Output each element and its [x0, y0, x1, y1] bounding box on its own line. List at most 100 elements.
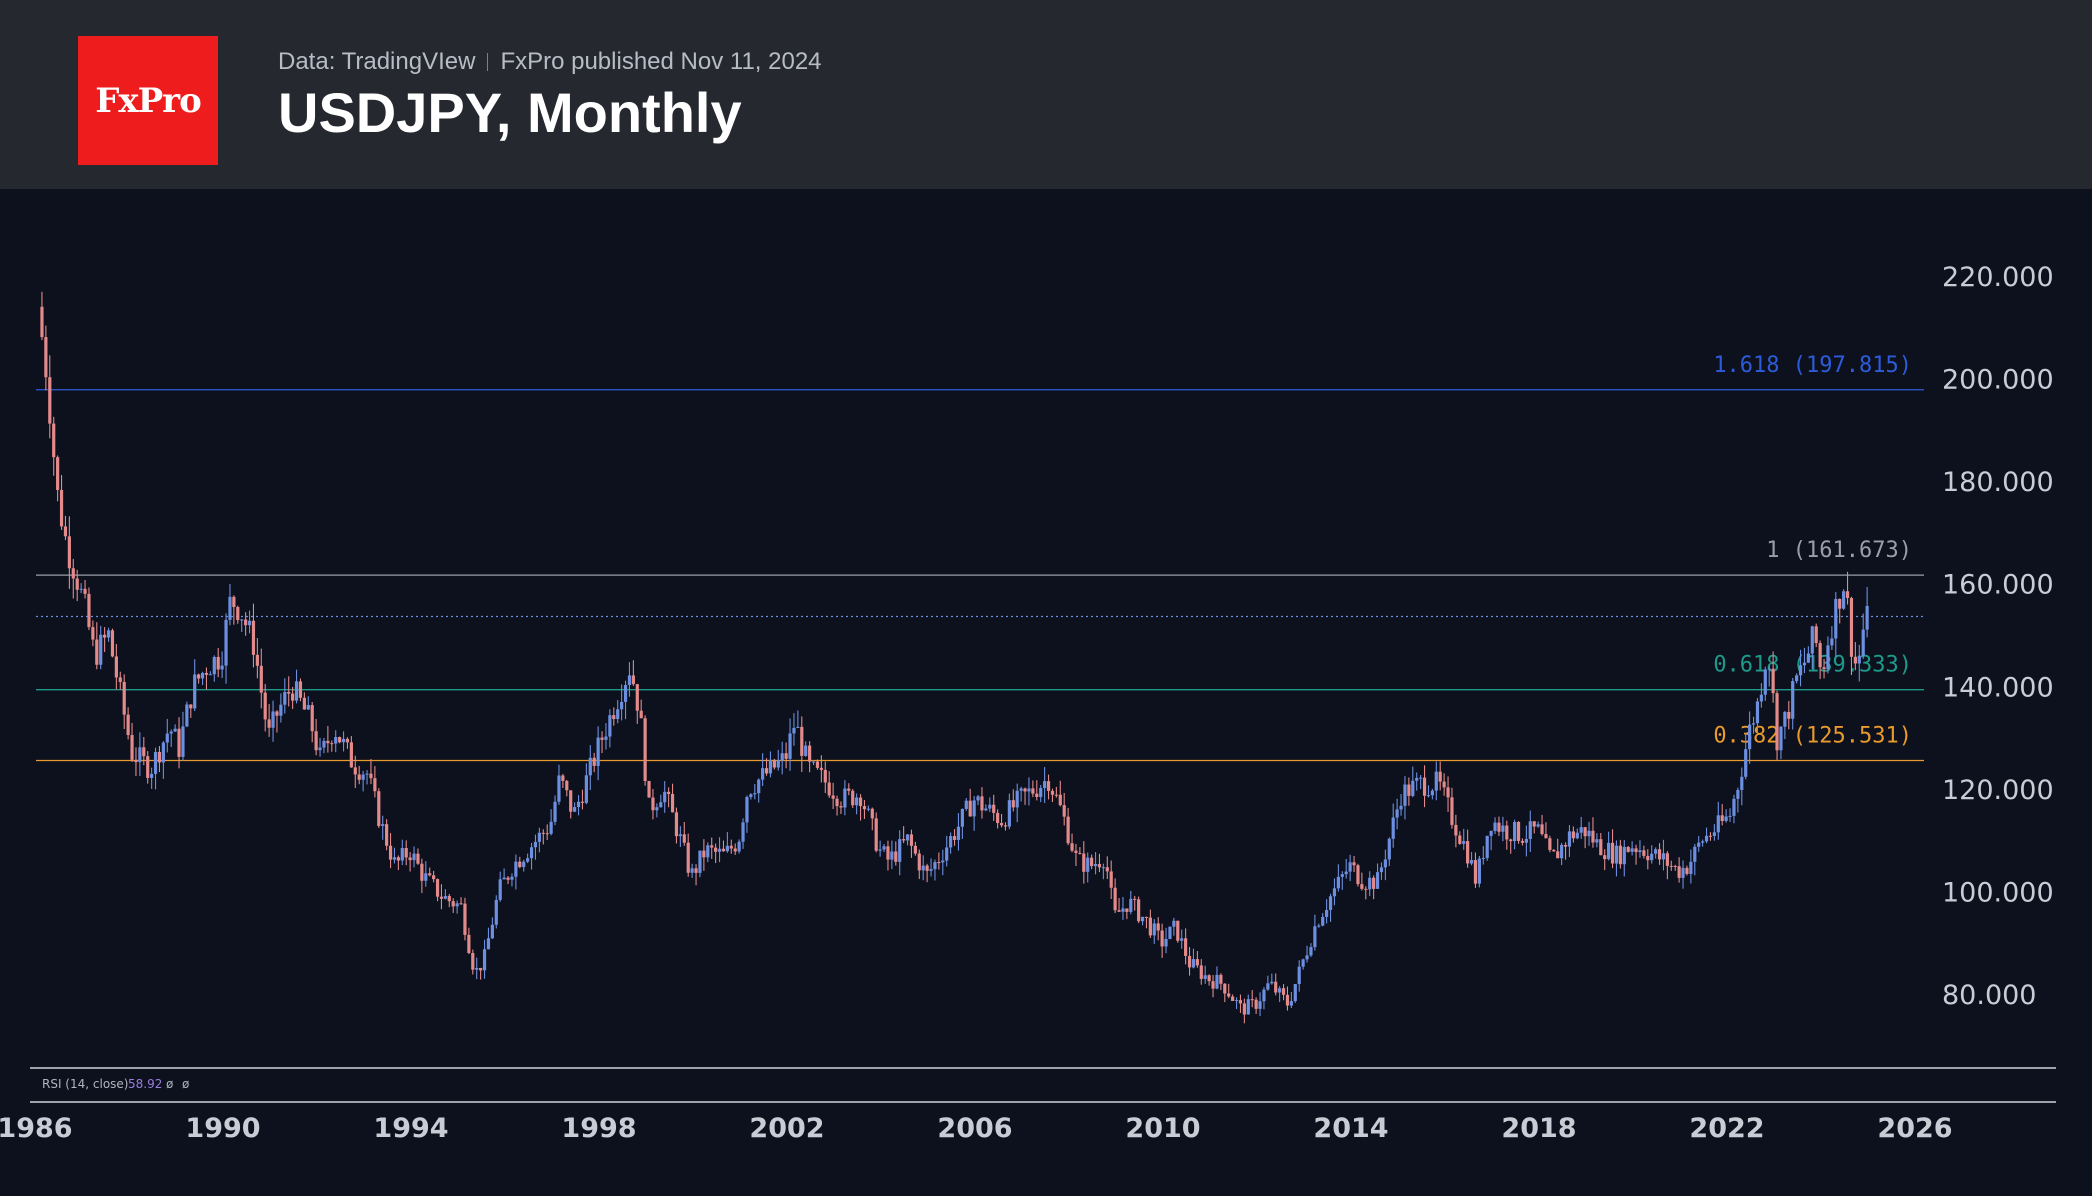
candle [283, 678, 287, 714]
candle [1642, 845, 1646, 859]
candle [976, 794, 980, 806]
candle [819, 755, 823, 783]
candle [1548, 835, 1552, 853]
candle [75, 569, 79, 602]
candle [670, 783, 675, 813]
candle [486, 927, 491, 950]
candle [682, 821, 686, 846]
candle [674, 807, 679, 844]
candle [631, 660, 635, 686]
candle [114, 644, 118, 690]
candle [776, 749, 780, 771]
candle [189, 704, 193, 718]
candle [330, 740, 334, 752]
candle [569, 790, 573, 819]
candle [1520, 838, 1525, 846]
x-axis: 1986 1990 1994 1998 2002 2006 2010 2014 2018 2022… [0, 1113, 1953, 1144]
candle [1724, 809, 1728, 823]
candle [349, 736, 353, 768]
candle [1082, 841, 1086, 884]
candle [1058, 780, 1062, 807]
candle [1763, 666, 1767, 701]
fib-label-0: 1.618 (197.815) [1713, 353, 1912, 378]
candle [1160, 923, 1164, 958]
candle [529, 842, 534, 870]
candle [1571, 826, 1575, 843]
candle [1552, 849, 1556, 852]
candle [498, 871, 502, 902]
candle [604, 723, 608, 750]
candle [1787, 700, 1791, 730]
candle [451, 898, 455, 913]
candle [1184, 928, 1188, 965]
candle [216, 648, 220, 678]
candle [1101, 863, 1105, 880]
candle [1360, 872, 1364, 891]
candle [714, 843, 718, 863]
candle [549, 809, 553, 836]
candle [721, 840, 726, 852]
candle [247, 610, 252, 634]
candle [1681, 860, 1685, 889]
candle [1125, 908, 1129, 920]
candle [361, 770, 365, 792]
candle [1426, 785, 1431, 798]
candle [396, 855, 400, 871]
candle [659, 794, 663, 808]
candle [1258, 992, 1262, 1017]
candle [964, 798, 968, 811]
candle [1795, 673, 1799, 684]
candle [890, 840, 894, 870]
candle [408, 852, 412, 872]
candle [851, 789, 855, 809]
candle [122, 674, 126, 730]
candle [1309, 943, 1313, 958]
candle [506, 876, 510, 885]
candle [1845, 571, 1850, 605]
publish-info: FxPro published Nov 11, 2024 [500, 48, 822, 75]
candle [1152, 919, 1156, 944]
candle [185, 701, 189, 728]
candle [878, 840, 882, 857]
candle [1274, 973, 1278, 996]
candle [173, 724, 177, 732]
candle [584, 763, 588, 805]
candle [59, 475, 64, 530]
candle [1015, 783, 1019, 823]
rsi-value: 58.92 [128, 1077, 162, 1091]
candle [1438, 761, 1442, 791]
candle [193, 659, 197, 712]
x-tick-label: 2014 [1313, 1113, 1388, 1144]
candle [463, 897, 467, 941]
candle [1544, 822, 1548, 839]
candle [1607, 831, 1611, 861]
candle [956, 813, 961, 851]
candle [980, 787, 984, 819]
candle [866, 805, 870, 812]
candle [95, 622, 99, 670]
candle [1227, 983, 1231, 999]
candle [1121, 896, 1125, 920]
candle [937, 852, 941, 870]
candle [788, 718, 792, 771]
candle [1536, 821, 1540, 828]
candle [318, 737, 322, 757]
x-tick-label: 1994 [373, 1113, 448, 1144]
candle [1481, 846, 1485, 865]
candle [279, 693, 283, 723]
candle [1657, 843, 1662, 865]
candle [557, 764, 561, 805]
candle [424, 861, 428, 887]
y-tick-label: 140.000 [1942, 672, 2054, 703]
candle [510, 873, 514, 887]
candle [1164, 927, 1168, 954]
candle [573, 802, 577, 813]
candle [365, 770, 369, 785]
candle [858, 794, 863, 821]
candle [287, 676, 291, 707]
x-tick-label: 2006 [937, 1113, 1012, 1144]
candle [1156, 917, 1160, 941]
candle [87, 587, 91, 631]
separator [487, 53, 489, 71]
